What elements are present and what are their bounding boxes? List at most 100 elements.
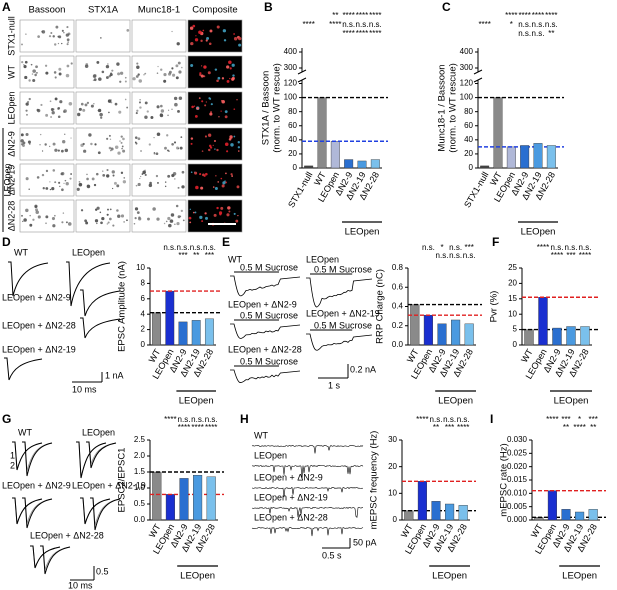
puncta <box>78 181 81 183</box>
puncta <box>67 222 72 226</box>
puncta <box>201 220 204 223</box>
group-label: LEOpen <box>180 571 215 582</box>
puncta <box>172 73 176 77</box>
puncta <box>82 108 86 112</box>
puncta <box>52 224 56 228</box>
significance-label: **** <box>369 11 381 20</box>
significance-label: **** <box>545 11 557 20</box>
puncta <box>139 99 141 101</box>
scale-label: 0.5 <box>96 566 109 576</box>
puncta <box>160 109 165 113</box>
significance-label: ** <box>433 423 439 432</box>
significance-label: * <box>440 243 443 252</box>
puncta <box>20 139 24 143</box>
puncta <box>84 219 87 223</box>
puncta <box>23 65 27 69</box>
puncta <box>65 221 68 224</box>
puncta <box>171 108 173 110</box>
micrograph <box>75 91 131 125</box>
y-axis-label: (norm. to WT rescue) <box>448 63 459 153</box>
puncta <box>200 39 203 43</box>
puncta <box>192 211 195 214</box>
puncta <box>106 137 109 140</box>
significance-label: **** <box>537 243 549 252</box>
puncta <box>174 102 178 107</box>
significance-label: ** <box>548 29 554 38</box>
puncta <box>44 143 47 146</box>
significance-label: **** <box>191 423 203 432</box>
epsc-trace <box>76 441 107 479</box>
y-tick-label: 0.0 <box>392 340 404 349</box>
puncta <box>212 186 215 188</box>
puncta <box>51 111 55 115</box>
puncta <box>37 35 40 38</box>
trace-label: LEOpen <box>72 247 105 257</box>
puncta <box>220 206 224 210</box>
y-tick-label: 0.6 <box>392 282 404 291</box>
y-tick-label: 1.5 <box>134 467 146 476</box>
panel-letter: I <box>490 412 493 426</box>
significance-label: **** <box>205 423 217 432</box>
puncta <box>25 208 29 213</box>
puncta <box>57 106 61 110</box>
puncta <box>209 97 212 100</box>
puncta <box>217 76 221 80</box>
puncta <box>134 207 139 211</box>
puncta <box>64 148 69 153</box>
puncta <box>136 62 139 65</box>
puncta <box>90 104 94 108</box>
micrograph <box>187 19 243 53</box>
puncta <box>22 144 25 147</box>
y-axis-label: mEPSC frequency (Hz) <box>369 431 380 530</box>
y-tick-label: 4 <box>141 309 146 318</box>
puncta <box>61 188 64 192</box>
puncta <box>124 76 127 79</box>
significance-label: n.s. <box>203 243 216 252</box>
significance-label: **** <box>342 29 354 38</box>
puncta <box>216 206 219 210</box>
puncta <box>201 150 204 152</box>
puncta <box>111 170 115 174</box>
puncta <box>109 138 112 140</box>
scale-bar <box>322 538 351 549</box>
significance-label: ** <box>193 251 199 260</box>
column-header: Bassoon <box>29 5 66 16</box>
puncta <box>123 177 126 179</box>
puncta <box>174 223 176 225</box>
puncta <box>150 115 154 119</box>
y-axis-label: mEPSC rate (Hz) <box>499 443 510 516</box>
puncta <box>221 99 225 104</box>
puncta <box>232 74 235 77</box>
puncta <box>156 132 161 137</box>
puncta <box>140 175 142 178</box>
puncta <box>224 110 228 114</box>
puncta <box>45 113 49 117</box>
puncta <box>63 109 67 113</box>
group-label: LEOpen <box>432 571 467 582</box>
significance-label: n.s. <box>449 251 462 260</box>
puncta <box>226 213 230 217</box>
puncta <box>61 171 65 176</box>
puncta <box>23 64 25 66</box>
significance-label: **** <box>579 251 591 260</box>
puncta <box>194 114 198 118</box>
epsc-trace <box>80 497 111 525</box>
puncta <box>112 224 115 227</box>
y-tick-label: 0.010 <box>507 488 528 497</box>
puncta <box>95 172 99 176</box>
puncta <box>63 182 65 184</box>
micrograph <box>19 19 75 53</box>
puncta <box>24 75 28 80</box>
puncta <box>67 41 69 43</box>
y-tick-label: 60 <box>464 121 473 130</box>
significance-label: **** <box>356 11 368 20</box>
y-tick-label: 2 <box>141 325 146 334</box>
puncta <box>146 110 149 113</box>
bar <box>437 323 447 346</box>
puncta <box>237 146 241 149</box>
puncta <box>139 177 141 180</box>
puncta <box>85 221 89 225</box>
significance-label: **** <box>302 20 314 29</box>
puncta <box>109 208 112 211</box>
puncta <box>222 29 227 33</box>
